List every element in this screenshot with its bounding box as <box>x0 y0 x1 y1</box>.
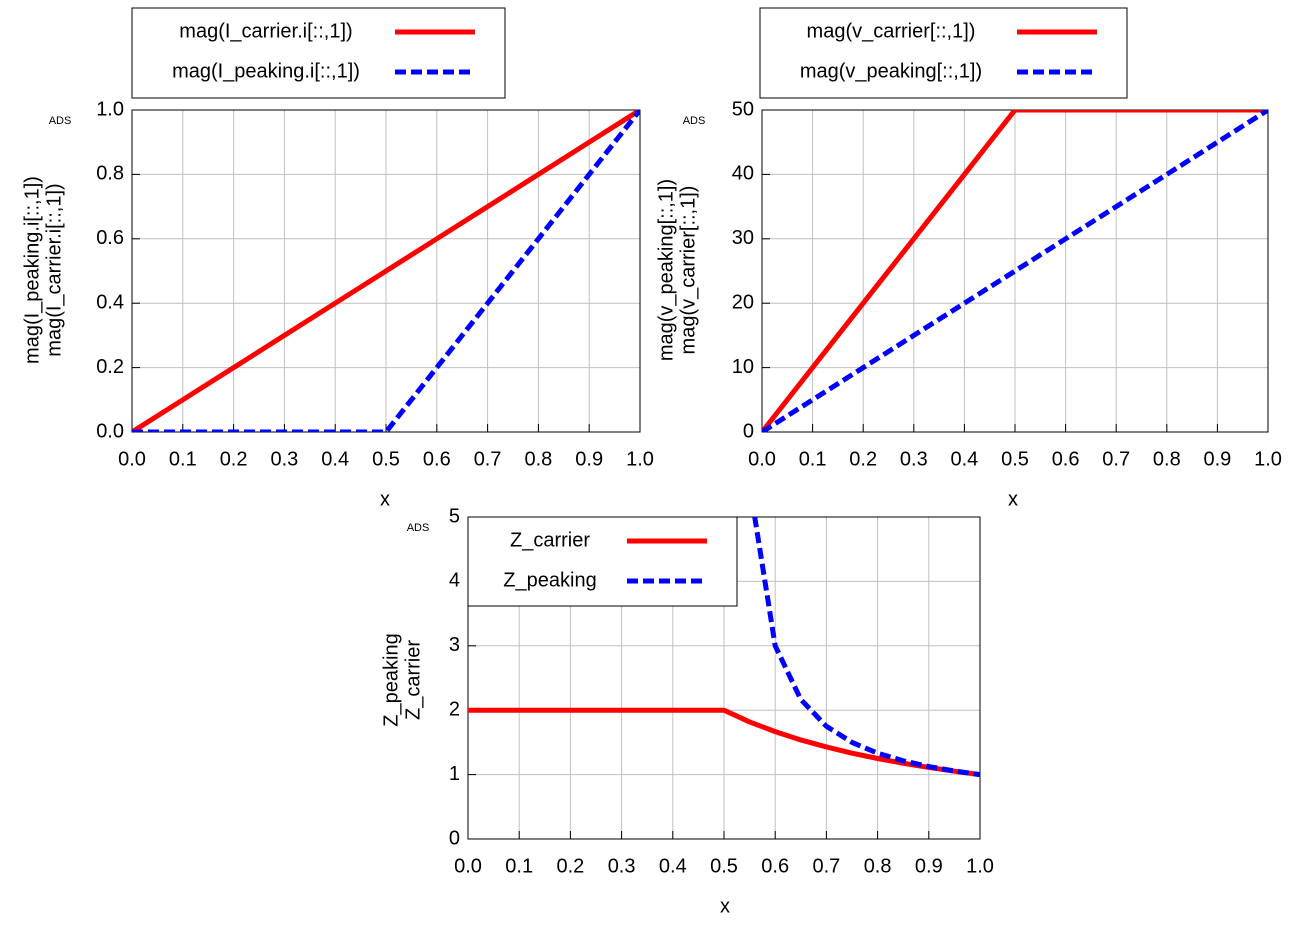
legend-label: mag(v_carrier[::,1]) <box>807 20 976 42</box>
y-axis-label: Z_carrier <box>402 640 424 720</box>
y-axis-label: mag(I_peaking.i[::,1]) <box>21 176 43 364</box>
y-axis-label: Z_peaking <box>380 633 402 726</box>
y-tick-label: 3 <box>449 634 460 656</box>
y-tick-label: 0 <box>449 827 460 849</box>
plot: 0.0 0.1 0.2 0.3 0.4 0.5 0.6 0.7 0.8 0.9 1.0 0 10 20 30… <box>655 7 1282 510</box>
y-tick-label: 0.0 <box>96 420 124 442</box>
y-tick-label: 1 <box>449 763 460 785</box>
x-tick-label: 0.6 <box>761 855 789 877</box>
legend-box <box>467 516 738 607</box>
series-line <box>762 110 1268 432</box>
x-tick-label: 0.9 <box>915 855 943 877</box>
watermark: ADS <box>407 522 430 534</box>
x-tick-label: 1.0 <box>966 855 994 877</box>
x-tick-label: 0.0 <box>748 448 776 470</box>
x-tick-label: 0.8 <box>1153 448 1181 470</box>
x-tick-label: 0.6 <box>423 448 451 470</box>
legend-box <box>759 7 1128 99</box>
x-tick-label: 0.2 <box>556 855 584 877</box>
x-axis-label: x <box>720 895 730 917</box>
x-axis-label: x <box>1008 488 1018 510</box>
x-tick-label: 0.7 <box>474 448 502 470</box>
x-tick-label: 0.1 <box>505 855 533 877</box>
x-tick-label: 0.7 <box>812 855 840 877</box>
y-tick-label: 20 <box>732 291 754 313</box>
x-tick-label: 0.7 <box>1102 448 1130 470</box>
series-line <box>132 110 640 432</box>
y-tick-label: 0.6 <box>96 227 124 249</box>
x-tick-label: 0.0 <box>454 855 482 877</box>
x-tick-label: 0.3 <box>270 448 298 470</box>
x-tick-label: 0.5 <box>372 448 400 470</box>
x-tick-label: 1.0 <box>1254 448 1282 470</box>
y-axis-label: mag(I_carrier.i[::,1]) <box>43 183 65 356</box>
plot: 0.0 0.1 0.2 0.3 0.4 0.5 0.6 0.7 0.8 0.9 1.0 0 1 2 3 4 5 A… <box>380 505 994 917</box>
x-tick-label: 0.0 <box>118 448 146 470</box>
series-line <box>752 517 980 778</box>
y-tick-label: 0 <box>743 420 754 442</box>
y-tick-label: 4 <box>449 570 460 592</box>
watermark: ADS <box>683 115 706 127</box>
y-tick-label: 50 <box>732 98 754 120</box>
x-tick-label: 0.4 <box>950 448 978 470</box>
x-tick-label: 0.8 <box>864 855 892 877</box>
y-tick-label: 2 <box>449 698 460 720</box>
legend-label: Z_peaking <box>503 569 596 591</box>
x-tick-label: 0.1 <box>169 448 197 470</box>
y-tick-label: 0.4 <box>96 291 124 313</box>
y-tick-label: 40 <box>732 163 754 185</box>
y-tick-label: 30 <box>732 227 754 249</box>
series-line <box>762 110 1268 432</box>
y-axis-label: mag(v_peaking[::,1]) <box>655 179 677 361</box>
legend-label: mag(I_carrier.i[::,1]) <box>179 20 352 42</box>
x-tick-label: 0.1 <box>799 448 827 470</box>
x-tick-label: 0.4 <box>659 855 687 877</box>
watermark: ADS <box>49 115 72 127</box>
x-tick-label: 0.3 <box>608 855 636 877</box>
x-tick-label: 0.9 <box>1203 448 1231 470</box>
x-tick-label: 0.5 <box>1001 448 1029 470</box>
y-axis-label: mag(v_carrier[::,1]) <box>677 186 699 355</box>
y-tick-label: 0.2 <box>96 356 124 378</box>
plot: 0.0 0.1 0.2 0.3 0.4 0.5 0.6 0.7 0.8 0.9 1.0 0.0 0.2 0… <box>21 7 654 510</box>
x-tick-label: 0.4 <box>321 448 349 470</box>
legend-label: Z_carrier <box>510 529 590 551</box>
y-tick-label: 1.0 <box>96 98 124 120</box>
plot-frame <box>131 109 641 433</box>
x-tick-label: 0.9 <box>575 448 603 470</box>
x-tick-label: 0.5 <box>710 855 738 877</box>
legend-label: mag(v_peaking[::,1]) <box>800 60 982 82</box>
y-tick-label: 10 <box>732 356 754 378</box>
x-tick-label: 1.0 <box>626 448 654 470</box>
y-tick-label: 5 <box>449 505 460 527</box>
y-tick-label: 0.8 <box>96 163 124 185</box>
x-tick-label: 0.8 <box>524 448 552 470</box>
legend-box <box>131 7 506 99</box>
x-axis-label: x <box>380 488 390 510</box>
x-tick-label: 0.2 <box>220 448 248 470</box>
x-tick-label: 0.6 <box>1052 448 1080 470</box>
x-tick-label: 0.3 <box>900 448 928 470</box>
x-tick-label: 0.2 <box>849 448 877 470</box>
legend-label: mag(I_peaking.i[::,1]) <box>172 60 360 82</box>
